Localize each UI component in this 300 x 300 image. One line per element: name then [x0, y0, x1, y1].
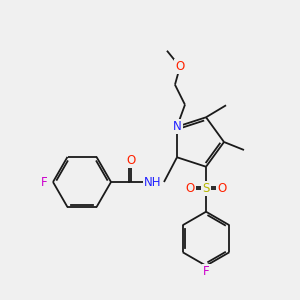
- Text: O: O: [126, 154, 136, 166]
- Text: F: F: [41, 176, 47, 188]
- Text: O: O: [218, 182, 227, 195]
- Text: NH: NH: [144, 176, 162, 188]
- Text: O: O: [175, 60, 184, 73]
- Text: N: N: [172, 120, 181, 133]
- Text: O: O: [185, 182, 195, 195]
- Text: S: S: [202, 182, 210, 195]
- Text: F: F: [203, 265, 209, 278]
